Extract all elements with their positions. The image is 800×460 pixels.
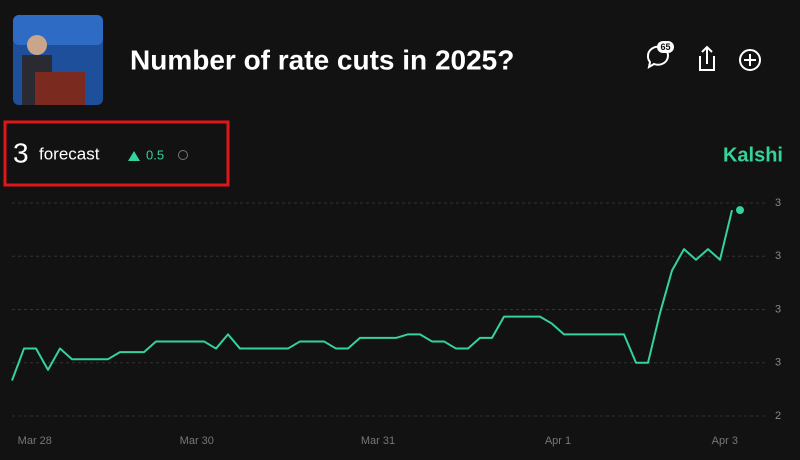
info-icon[interactable] [178, 150, 188, 160]
forecast-value: 3 [13, 137, 29, 168]
x-tick-label: Apr 1 [545, 435, 571, 447]
market-thumbnail [13, 15, 103, 105]
x-tick-label: Mar 30 [180, 435, 214, 447]
y-tick-label: 3 [775, 303, 781, 315]
y-tick-label: 3 [775, 357, 781, 369]
x-tick-label: Mar 31 [361, 435, 395, 447]
market-title: Number of rate cuts in 2025? [130, 44, 514, 75]
comments-button[interactable]: 65 [646, 41, 674, 70]
add-button[interactable] [739, 49, 761, 71]
x-tick-label: Mar 28 [18, 435, 52, 447]
source-label: Kalshi [723, 144, 783, 166]
comment-count: 65 [660, 42, 670, 52]
price-line [11, 209, 733, 381]
up-arrow [128, 151, 140, 161]
last-point [736, 206, 744, 215]
x-tick-label: Apr 3 [712, 435, 738, 447]
forecast-label: forecast [39, 144, 100, 163]
y-tick-label: 2 [775, 410, 781, 422]
highlight-box [3, 120, 230, 187]
y-tick-label: 3 [775, 250, 781, 262]
forecast-change: 0.5 [146, 147, 164, 162]
y-tick-label: 3 [775, 197, 781, 209]
share-button[interactable] [699, 45, 715, 71]
